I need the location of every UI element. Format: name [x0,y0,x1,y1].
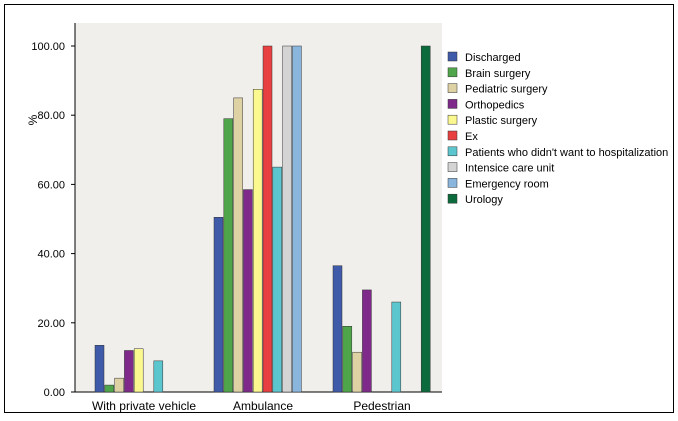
legend-swatch [447,114,458,125]
bar-pediatric-surgery-2 [352,351,362,393]
legend: Discharged Brain surgery Pediatric surgery… [447,51,668,206]
y-tick-label: 20.00 [37,318,65,330]
legend-swatch [447,178,458,188]
legend-label: Intensice care unit [465,163,554,175]
legend-label: Urology [465,194,503,206]
bar-orthopedics-2 [362,289,372,393]
legend-label: Plastic surgery [465,115,538,127]
bar-orthopedics-0 [124,350,134,393]
y-axis-label: % [26,114,40,125]
bar-brain-surgery-2 [342,326,353,393]
y-tick-label: 80.00 [37,110,65,122]
x-category-label: Pedestrian [353,399,410,413]
bar-pediatric-surgery-0 [114,377,124,393]
legend-swatch [447,130,458,141]
legend-swatch [447,83,458,93]
bar-brain-surgery-1 [223,118,234,393]
bar-emergency-room-1 [292,45,302,393]
legend-swatch [447,51,458,62]
bar-pediatric-surgery-1 [233,97,243,393]
bar-brain-surgery-0 [104,384,115,393]
legend-label: Ex [465,131,478,143]
legend-label: Emergency room [465,178,549,190]
legend-swatch [447,67,458,78]
bar-plastic-surgery-1 [252,89,263,393]
bars [94,45,431,393]
y-tick-label: 0.00 [44,387,65,399]
legend-swatch [447,193,458,204]
y-ticks: 0.00 20.00 40.00 60.00 80.00 100.00 [31,41,75,399]
legend-swatch [447,146,458,157]
category-labels: With private vehicle Ambulance Pedestrian [92,399,411,413]
bar-discharged-0 [94,345,105,393]
bar-ex-1 [262,45,273,393]
bar-intensice-care-unit-1 [282,45,292,393]
bar-plastic-surgery-0 [133,348,144,393]
bar-patients-who-didn-t-want-to-hospitalization-2 [391,301,402,393]
bar-discharged-1 [213,217,224,393]
legend-swatch [447,162,458,172]
x-category-label: Ambulance [233,399,293,413]
y-tick-label: 100.00 [31,41,65,53]
y-tick-label: 40.00 [37,249,65,261]
bar-urology-2 [420,45,431,393]
legend-label: Discharged [465,52,521,64]
legend-label: Brain surgery [465,68,531,80]
bar-orthopedics-1 [243,189,253,393]
bar-patients-who-didn-t-want-to-hospitalization-0 [153,360,164,393]
bar-patients-who-didn-t-want-to-hospitalization-1 [272,166,283,393]
legend-swatch [447,99,458,109]
legend-label: Pediatric surgery [465,84,548,96]
bar-discharged-2 [332,265,343,393]
y-tick-label: 60.00 [37,179,65,191]
x-category-label: With private vehicle [92,399,196,413]
legend-label: Orthopedics [465,99,525,111]
legend-label: Patients who didn't want to hospitalizat… [465,147,668,159]
